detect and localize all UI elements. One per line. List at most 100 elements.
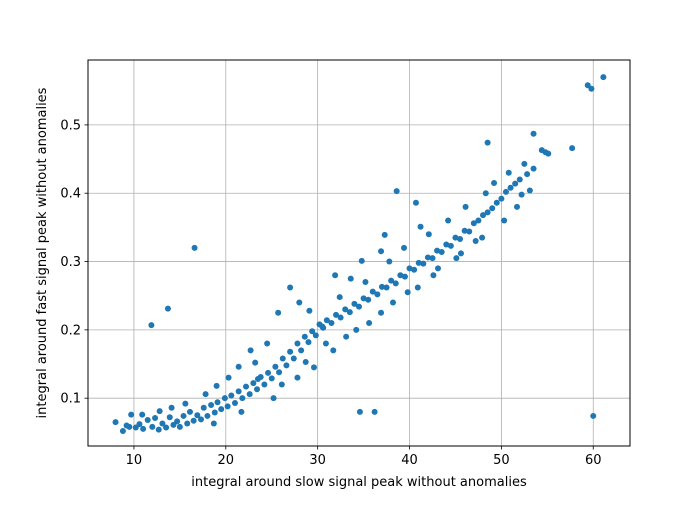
scatter-point: [491, 179, 498, 186]
scatter-point: [186, 408, 193, 415]
scatter-point: [238, 408, 245, 415]
scatter-point: [246, 391, 253, 398]
y-tick-label: 0.3: [60, 255, 81, 270]
scatter-point: [360, 295, 367, 302]
scatter-point: [155, 426, 162, 433]
scatter-point: [166, 414, 173, 421]
scatter-point: [443, 241, 450, 248]
scatter-point: [453, 255, 460, 262]
scatter-point: [128, 411, 135, 418]
scatter-point: [362, 279, 369, 286]
scatter-point: [298, 347, 305, 354]
scatter-point: [475, 217, 482, 224]
scatter-point: [296, 299, 303, 306]
scatter-point: [412, 199, 419, 206]
scatter-point: [235, 363, 242, 370]
scatter-point: [194, 412, 201, 419]
scatter-point: [239, 395, 246, 402]
scatter-point: [336, 294, 343, 301]
scatter-point: [168, 404, 175, 411]
scatter-point: [414, 284, 421, 291]
scatter-point: [462, 203, 469, 210]
scatter-point: [268, 375, 275, 382]
scatter-point: [388, 277, 395, 284]
scatter-point: [600, 74, 607, 81]
scatter-point: [337, 314, 344, 321]
scatter-point: [430, 272, 437, 279]
scatter-point: [294, 374, 301, 381]
scatter-point: [401, 244, 408, 251]
scatter-point: [397, 272, 404, 279]
scatter-point: [156, 408, 163, 415]
scatter-point: [526, 187, 533, 194]
scatter-point: [200, 404, 207, 411]
scatter-point: [306, 307, 313, 314]
scatter-point: [479, 234, 486, 241]
scatter-point: [270, 395, 277, 402]
scatter-point: [401, 273, 408, 280]
scatter-point: [358, 257, 365, 264]
scatter-point: [123, 422, 130, 429]
scatter-point: [457, 235, 464, 242]
scatter-point: [590, 412, 597, 419]
scatter-point: [152, 414, 159, 421]
scatter-point: [482, 190, 489, 197]
scatter-point: [480, 212, 487, 219]
scatter-point: [425, 231, 432, 238]
scatter-point: [322, 340, 329, 347]
scatter-point: [218, 406, 225, 413]
scatter-point: [435, 265, 442, 272]
scatter-point: [505, 169, 512, 176]
scatter-point: [507, 184, 514, 191]
scatter-point: [328, 320, 335, 327]
scatter-point: [197, 416, 204, 423]
scatter-point: [184, 420, 191, 427]
scatter-point: [470, 220, 477, 227]
ticks-layer: 10 20 30 40 50 60 0.1 0.2 0.3 0.4 0.5: [60, 118, 601, 468]
scatter-point: [381, 231, 388, 238]
scatter-point: [516, 176, 523, 183]
scatter-point: [502, 188, 509, 195]
scatter-point: [204, 412, 211, 419]
scatter-point: [213, 382, 220, 389]
scatter-point: [190, 417, 197, 424]
scatter-point: [243, 383, 250, 390]
scatter-point: [374, 291, 381, 298]
scatter-point: [119, 427, 126, 434]
scatter-point: [489, 205, 496, 212]
scatter-point: [250, 380, 257, 387]
scatter-point: [420, 260, 427, 267]
scatter-point: [163, 424, 170, 431]
scatter-point: [164, 305, 171, 312]
scatter-point: [275, 309, 282, 316]
scatter-point: [347, 275, 354, 282]
scatter-point: [445, 217, 452, 224]
scatter-point: [378, 248, 385, 255]
scatter-point: [210, 420, 217, 427]
scatter-point: [389, 299, 396, 306]
scatter-point: [272, 363, 279, 370]
scatter-point: [404, 289, 411, 296]
scatter-point: [457, 250, 464, 257]
scatter-point: [392, 280, 399, 287]
scatter-point: [406, 265, 413, 272]
scatter-point: [287, 348, 294, 355]
scatter-point: [140, 425, 147, 432]
y-tick-label: 0.4: [60, 187, 81, 202]
scatter-point: [319, 323, 326, 330]
scatter-point: [290, 355, 297, 362]
x-tick-label: 60: [585, 453, 602, 468]
y-tick-label: 0.1: [60, 392, 81, 407]
scatter-point: [545, 150, 552, 157]
scatter-point: [484, 139, 491, 146]
scatter-point: [346, 309, 353, 316]
scatter-point: [264, 340, 271, 347]
scatter-point: [588, 85, 595, 92]
scatter-point: [438, 248, 445, 255]
scatter-point: [149, 423, 156, 430]
scatter-point: [309, 328, 316, 335]
scatter-point: [333, 311, 340, 318]
scatter-point: [353, 326, 360, 333]
scatter-point: [429, 255, 436, 262]
